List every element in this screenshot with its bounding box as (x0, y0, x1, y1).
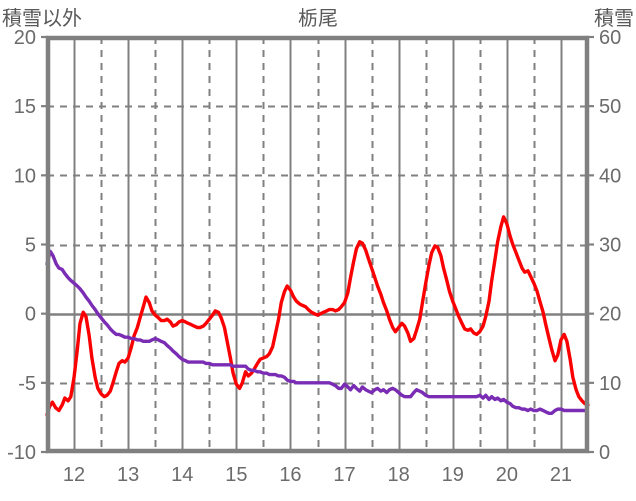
x-axis-tick-label: 17 (333, 464, 355, 486)
tick-labels: 20 60 15 50 10 40 5 30 0 20 -5 10 -10 0 12 13 14 15 16 17 18… (7, 27, 621, 486)
y-axis-right-tick-label: 60 (599, 27, 621, 49)
y-axis-left-tick-label: 20 (14, 27, 36, 49)
x-axis-tick-label: 14 (171, 464, 193, 486)
series-line-purple (45, 249, 587, 415)
y-axis-left-tick-label: -5 (18, 373, 36, 395)
y-axis-right-tick-label: 40 (599, 165, 621, 187)
data-series-layer (45, 215, 590, 417)
right-axis-title: 積雪 (594, 8, 634, 30)
left-axis-title: 積雪以外 (2, 8, 82, 30)
y-axis-left-tick-label: 15 (14, 96, 36, 118)
y-axis-left-tick-label: 0 (25, 304, 36, 326)
y-axis-right-tick-label: 0 (599, 442, 610, 464)
y-axis-right-tick-label: 30 (599, 235, 621, 257)
x-axis-tick-label: 20 (496, 464, 518, 486)
x-axis-tick-label: 12 (63, 464, 85, 486)
y-axis-right-tick-label: 10 (599, 373, 621, 395)
x-axis-tick-label: 19 (442, 464, 464, 486)
y-axis-left-tick-label: -10 (7, 442, 36, 464)
chart-title: 栃尾 (298, 8, 338, 30)
x-axis-tick-label: 13 (117, 464, 139, 486)
x-axis-tick-label: 16 (279, 464, 301, 486)
series-line-red (45, 215, 590, 417)
x-axis-tick-label: 21 (550, 464, 572, 486)
y-axis-left-tick-label: 10 (14, 165, 36, 187)
y-axis-right-tick-label: 50 (599, 96, 621, 118)
y-axis-right-tick-label: 20 (599, 304, 621, 326)
gridlines (47, 37, 588, 452)
x-axis-tick-label: 15 (225, 464, 247, 486)
x-axis-tick-label: 18 (388, 464, 410, 486)
y-axis-left-tick-label: 5 (25, 235, 36, 257)
